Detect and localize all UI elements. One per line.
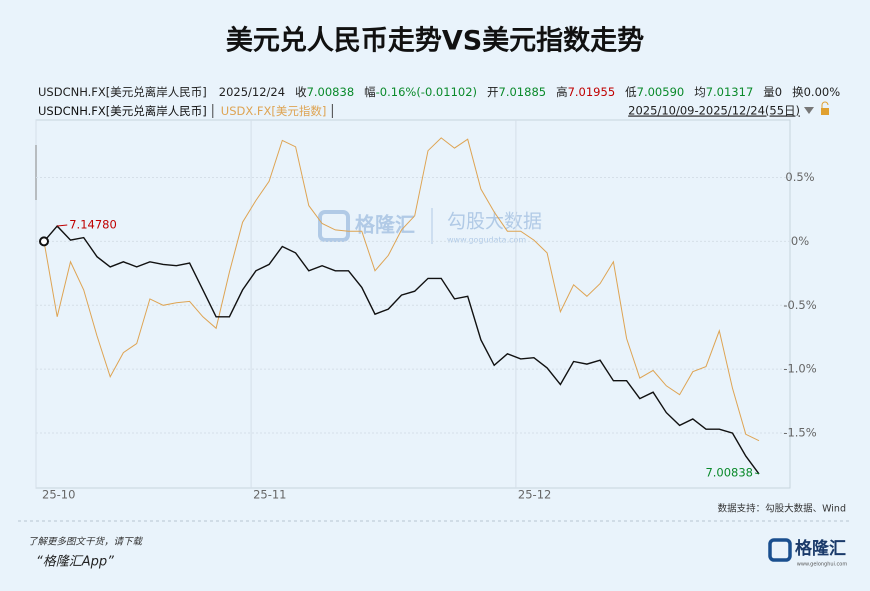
x-tick-label: 25-11 <box>253 488 286 502</box>
start-marker <box>39 236 49 247</box>
lock-icon[interactable] <box>821 108 829 115</box>
footer-app: “格隆汇App” <box>36 555 114 570</box>
info-label: 量 <box>763 85 775 99</box>
watermark-icon <box>318 210 350 242</box>
value-label: 7.14780 <box>69 218 117 232</box>
info-value: 7.00590 <box>637 85 685 99</box>
info-label: 收 <box>295 85 307 99</box>
info-value: 0.00% <box>804 85 841 99</box>
legend: USDCNH.FX[美元兑离岸人民币] USDX.FX[美元指数] <box>38 104 326 118</box>
info-label: 均 <box>694 85 706 99</box>
source: 数据支持：勾股大数据、Wind <box>718 503 846 515</box>
info-label: 开 <box>487 85 499 99</box>
dropdown-icon[interactable] <box>804 107 814 114</box>
label-leader <box>57 224 68 227</box>
info-value: 0 <box>775 85 782 99</box>
watermark-site: 勾股大数据 <box>447 211 542 233</box>
info-label: 幅 <box>364 85 376 99</box>
label-leader <box>754 472 760 475</box>
logo-url: www.gelonghui.com <box>797 562 848 568</box>
x-tick-label: 25-12 <box>518 488 551 502</box>
footer-note: 了解更多图文干货，请下载 <box>28 536 144 548</box>
info-value: 7.01317 <box>706 85 754 99</box>
info-value: -0.16%(-0.01102) <box>376 85 477 99</box>
x-tick-label: 25-10 <box>42 488 75 502</box>
watermark-brand: 格隆汇 <box>355 213 415 237</box>
series-line <box>43 225 760 475</box>
info-text: 2025/12/24 <box>219 85 285 99</box>
legend-entry: USDX.FX[美元指数] <box>221 104 327 118</box>
info-label: 换 <box>792 85 804 99</box>
info-value: 7.01885 <box>499 85 547 99</box>
y-tick-label: 0% <box>791 234 809 248</box>
y-tick-label: -1.0% <box>783 362 816 376</box>
series-line <box>43 137 760 442</box>
logo-text: 格隆汇 <box>795 538 846 559</box>
watermark-url: www.gogudata.com <box>447 236 526 245</box>
y-tick-label: -0.5% <box>783 298 816 312</box>
lock-shackle <box>821 101 829 108</box>
date-range[interactable]: 2025/10/09-2025/12/24(55日) <box>628 104 800 118</box>
info-value: 7.00838 <box>307 85 355 99</box>
logo-icon <box>768 538 792 562</box>
y-tick-label: 0.5% <box>785 170 814 184</box>
info-line: USDCNH.FX[美元兑离岸人民币] 2025/12/24 收7.00838 幅-0… <box>38 85 840 99</box>
y-tick-label: -1.5% <box>783 426 816 440</box>
info-label: 高 <box>556 85 568 99</box>
info-text: USDCNH.FX[美元兑离岸人民币] <box>38 85 207 99</box>
watermark: 格隆汇 勾股大数据 www.gogudata.com <box>318 208 542 245</box>
info-value: 7.01955 <box>568 85 616 99</box>
title: 美元兑人民币走势VS美元指数走势 <box>226 25 644 57</box>
value-label: 7.00838 <box>705 465 753 479</box>
info-label: 低 <box>625 85 637 99</box>
legend-entry: USDCNH.FX[美元兑离岸人民币] <box>38 104 207 118</box>
